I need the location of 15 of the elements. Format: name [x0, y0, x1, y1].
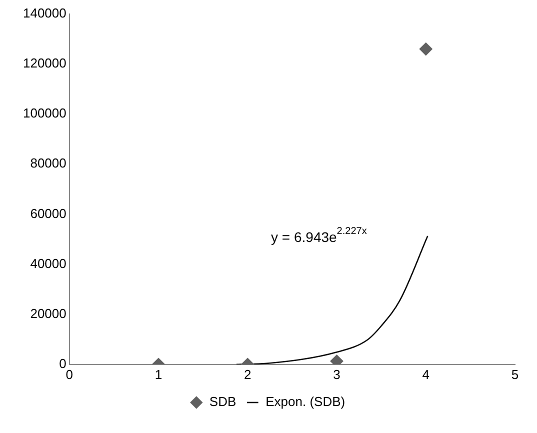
x-tick-label: 1 [154, 366, 162, 382]
x-tick-label: 4 [422, 366, 430, 382]
y-tick-label: 120000 [22, 56, 66, 71]
y-tick-label: 100000 [22, 106, 66, 121]
y-tick-label: 40000 [30, 256, 66, 271]
y-tick-label: 60000 [30, 206, 66, 221]
legend-label: Expon. (SDB) [266, 394, 346, 410]
legend-label: SDB [209, 394, 236, 410]
x-tick-label: 2 [244, 366, 252, 382]
x-tick-label: 5 [511, 366, 519, 382]
x-tick-label: 3 [333, 366, 340, 382]
y-tick-label: 80000 [30, 156, 66, 171]
y-tick-label: 0 [59, 356, 66, 371]
y-tick-label: 140000 [22, 6, 66, 21]
y-tick-label: 20000 [30, 306, 66, 321]
